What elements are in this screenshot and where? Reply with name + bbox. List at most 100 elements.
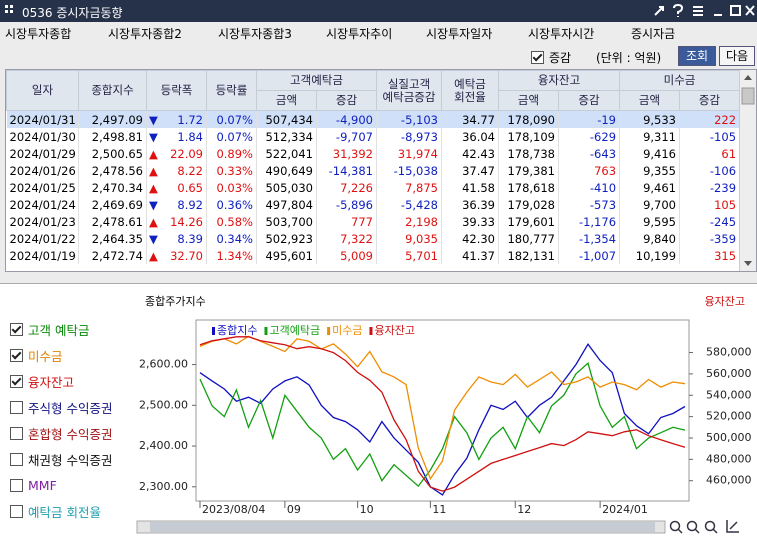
table-cell: ▼ [149,129,158,144]
tab[interactable]: 시장투자종합3 [218,27,292,41]
table-cell: -1,354 [558,230,621,247]
table-cell: 178,109 [498,128,559,145]
table-row[interactable]: 2024/01/24 2,469.69 ▼ 8.92 0.36% 497,804 -5,89… [6,196,741,213]
table-cell: -359 [679,230,741,247]
table-cell: 503,700 [256,213,317,230]
table-cell: 2024/01/31 [6,110,79,128]
table-row[interactable]: 2024/01/19 2,472.74 ▲ 32.70 1.34% 495,601 5,00… [6,247,741,264]
query-button[interactable]: 조회 [678,46,716,66]
toggle-change[interactable]: 증감 [531,49,571,66]
table-row[interactable]: 2024/01/31 2,497.09 ▼ 1.72 0.07% 507,434 -4,90… [6,110,741,128]
table-row[interactable]: 2024/01/30 2,498.81 ▼ 1.84 0.07% 512,334 -9,70… [6,128,741,145]
checklist-item[interactable]: MMF [10,472,135,498]
table-cell: ▲ [149,180,158,195]
checkbox[interactable] [10,322,23,336]
table-row[interactable]: 2024/01/29 2,500.65 ▲ 22.09 0.89% 522,041 31,3… [6,145,741,162]
tab[interactable]: 시장투자종합 [5,27,72,41]
y2-tick-label: 500,000 [706,431,752,444]
toolbar: 증감 (단위 : 억원) 조회 다음 [0,44,757,68]
next-button[interactable]: 다음 [719,46,755,66]
y2-tick-label: 540,000 [706,388,752,401]
checkbox[interactable] [531,51,544,64]
table-cell: 9,840 [619,230,681,247]
column-header: 예탁금 회전율 [441,70,499,111]
checkbox[interactable] [10,426,23,440]
table-cell: 39.33 [441,213,499,230]
table-cell: 2,470.34 [78,179,147,196]
tab[interactable]: 시장투자일자 [426,27,493,41]
column-header: 융자잔고 [497,70,621,91]
table-cell: 0.58% [206,213,257,230]
checklist-label: 채권형 수익증권 [28,452,113,468]
table-cell: 178,090 [498,110,559,128]
checklist-item[interactable]: 고객 예탁금 [10,316,135,342]
checklist-item[interactable]: 주식형 수익증권 [10,394,135,420]
scrollbar[interactable] [739,70,756,271]
column-subheader: 금액 [619,90,681,111]
window-title: 0536 증시자금동향 [22,6,123,20]
checklist-item[interactable]: 융자잔고 [10,368,135,394]
header-row: 금액 증감 금액 증감 금액 증감 [7,90,741,111]
table-cell: 42.30 [441,230,499,247]
table-cell: -9,707 [316,128,377,145]
checklist-item[interactable]: 미수금 [10,342,135,368]
data-table: 일자 종합지수 등락폭 등락률 고객예탁금 실질고객 예탁금증감 예탁금 회전율 융자잔고 미수… [5,69,757,272]
table-row[interactable]: 2024/01/26 2,478.56 ▲ 8.22 0.33% 490,649 -14,3… [6,162,741,179]
column-header: 등락폭 [146,70,207,111]
table-cell: 2024/01/29 [6,145,79,162]
table-cell: 179,601 [498,213,559,230]
tab[interactable]: 시장투자종합2 [108,27,182,41]
legend: 종합지수 고객예탁금 미수금 융자잔고 [212,324,415,337]
series-line [199,336,686,492]
checklist-label: 주식형 수익증권 [28,400,113,416]
table-cell: 2024/01/23 [6,213,79,230]
tab[interactable]: 시장투자시간 [528,27,595,41]
table-row[interactable]: 2024/01/22 2,464.35 ▼ 8.39 0.34% 502,923 7,322… [6,230,741,247]
series-line [199,362,686,488]
checklist-label: 혼합형 수익증권 [28,426,113,442]
table-cell: 31,392 [316,145,377,162]
table-cell: 0.34% [206,230,257,247]
table-cell: 9,595 [619,213,681,230]
checklist-item[interactable]: 예탁금 회전율 [10,498,135,524]
table-cell: 522,041 [256,145,317,162]
checklist-item[interactable]: 채권형 수익증권 [10,446,135,472]
table-cell: 178,618 [498,179,559,196]
checkbox[interactable] [10,504,23,518]
table-cell: 37.47 [441,162,499,179]
table-cell: 178,738 [498,145,559,162]
table-cell: 7,875 [376,179,442,196]
table-cell: 0.65 [162,179,207,196]
table-cell: 763 [558,162,621,179]
table-cell: 8.22 [162,162,207,179]
table-cell: -1,007 [558,247,621,264]
checkbox[interactable] [10,374,23,388]
window-controls[interactable] [647,0,757,22]
checklist-item[interactable]: 혼합형 수익증권 [10,420,135,446]
checkbox[interactable] [10,400,23,414]
h-scroll-thumb[interactable] [150,522,655,532]
zoom-tools[interactable] [669,520,740,534]
table-cell: 777 [316,213,377,230]
table-cell: 2,498.81 [78,128,147,145]
table-cell: 36.04 [441,128,499,145]
table-row[interactable]: 2024/01/25 2,470.34 ▲ 0.65 0.03% 505,030 7,226… [6,179,741,196]
table-cell: 9,355 [619,162,681,179]
checkbox-label: 증감 [549,51,572,65]
tab[interactable]: 시장투자추이 [326,27,393,41]
table-cell: 2024/01/22 [6,230,79,247]
table-row[interactable]: 2024/01/23 2,478.61 ▲ 14.26 0.58% 503,700 777 2… [6,213,741,230]
table-cell: 42.43 [441,145,499,162]
y2-tick-label: 460,000 [706,474,752,487]
table-cell: 2,464.35 [78,230,147,247]
tab[interactable]: 증시자금 [631,27,676,41]
checkbox[interactable] [10,478,23,492]
table-cell: 14.26 [162,213,207,230]
legend-swatch [264,327,268,335]
checkbox[interactable] [10,452,23,466]
table-cell: 9,311 [619,128,681,145]
checkbox[interactable] [10,348,23,362]
